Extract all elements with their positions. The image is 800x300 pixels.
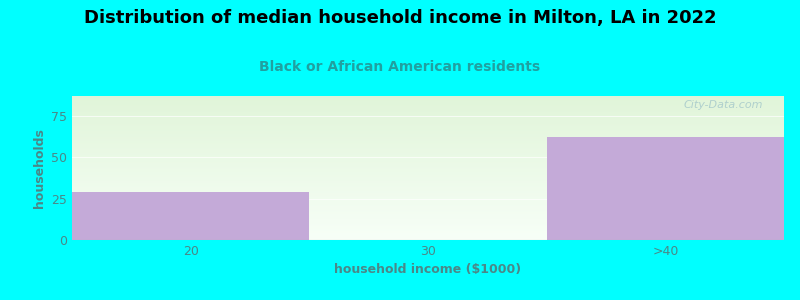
Bar — [72, 192, 310, 240]
X-axis label: household income ($1000): household income ($1000) — [334, 263, 522, 276]
Y-axis label: households: households — [33, 128, 46, 208]
Text: Black or African American residents: Black or African American residents — [259, 60, 541, 74]
Text: Distribution of median household income in Milton, LA in 2022: Distribution of median household income … — [84, 9, 716, 27]
Text: City-Data.com: City-Data.com — [683, 100, 762, 110]
Bar — [546, 137, 784, 240]
